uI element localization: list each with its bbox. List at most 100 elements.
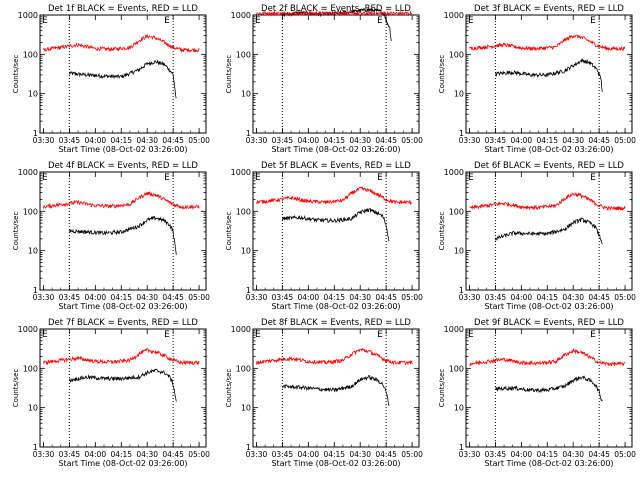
y-tick-label: 1000 xyxy=(18,168,38,177)
y-tick-label: 100 xyxy=(236,364,251,373)
y-tick-label: 100 xyxy=(23,50,38,59)
series-lld-line xyxy=(256,347,413,366)
plot-frame xyxy=(39,328,207,448)
series-events-line xyxy=(282,375,390,407)
marker-label-left: E xyxy=(255,173,261,183)
marker-label-right: E xyxy=(377,173,383,183)
x-tick-label: 03:30 xyxy=(459,450,481,459)
x-tick-label: 05:00 xyxy=(614,293,636,302)
panel-5: Det 5f BLACK = Events, RED = LLD 1 10 100 10… xyxy=(225,161,423,311)
series-lld-line xyxy=(469,34,626,52)
marker-label-left: E xyxy=(42,16,48,26)
x-tick-label: 04:45 xyxy=(162,136,184,145)
y-tick-label: 1 xyxy=(246,443,251,452)
panel-title: Det 6f BLACK = Events, RED = LLD xyxy=(474,161,624,171)
y-axis-label: Counts/sec xyxy=(438,55,446,94)
x-tick-label: 03:45 xyxy=(485,450,507,459)
marker-label-left: E xyxy=(255,330,261,340)
x-tick-label: 04:00 xyxy=(85,450,107,459)
panel-6: Det 6f BLACK = Events, RED = LLD 1 10 100 10… xyxy=(438,161,636,311)
panel-1: Det 1f BLACK = Events, RED = LLD 1 10 100 10… xyxy=(12,4,210,154)
x-tick-label: 04:15 xyxy=(536,136,558,145)
panel-9: Det 9f BLACK = Events, RED = LLD 1 10 100 10… xyxy=(438,318,636,468)
x-axis-label: Start Time (08-Oct-02 03:26:00) xyxy=(271,459,400,468)
x-tick-label: 03:30 xyxy=(246,450,268,459)
y-tick-label: 1000 xyxy=(444,11,464,20)
series-events-line xyxy=(495,58,603,92)
x-tick-label: 05:00 xyxy=(401,293,423,302)
y-axis-label: Counts/sec xyxy=(225,369,233,408)
series-lld-line xyxy=(469,347,626,367)
y-tick-label: 1 xyxy=(459,129,464,138)
y-tick-label: 1000 xyxy=(444,325,464,334)
x-tick-label: 04:45 xyxy=(162,450,184,459)
y-tick-label: 1000 xyxy=(444,168,464,177)
y-tick-label: 1000 xyxy=(231,11,251,20)
x-tick-label: 04:15 xyxy=(323,293,345,302)
x-tick-label: 03:45 xyxy=(485,293,507,302)
x-tick-label: 03:30 xyxy=(33,136,55,145)
x-tick-label: 04:30 xyxy=(136,450,158,459)
x-tick-label: 04:00 xyxy=(85,136,107,145)
y-tick-label: 1 xyxy=(246,286,251,295)
y-tick-label: 1 xyxy=(459,443,464,452)
series-events-line xyxy=(282,207,390,242)
y-tick-label: 100 xyxy=(23,364,38,373)
x-axis-label: Start Time (08-Oct-02 03:26:00) xyxy=(58,145,187,154)
marker-label-left: E xyxy=(42,173,48,183)
panel-title: Det 4f BLACK = Events, RED = LLD xyxy=(48,161,198,171)
x-tick-label: 04:15 xyxy=(110,450,132,459)
marker-label-right: E xyxy=(590,16,596,26)
x-tick-label: 05:00 xyxy=(614,450,636,459)
series-lld-line xyxy=(256,10,413,17)
x-tick-label: 03:45 xyxy=(272,450,294,459)
marker-label-right: E xyxy=(377,16,383,26)
y-axis-label: Counts/sec xyxy=(438,212,446,251)
x-tick-label: 03:45 xyxy=(485,136,507,145)
y-tick-label: 10 xyxy=(28,404,38,413)
plot-frame xyxy=(252,328,420,448)
y-tick-label: 100 xyxy=(23,207,38,216)
y-tick-label: 1000 xyxy=(231,168,251,177)
x-tick-label: 04:45 xyxy=(588,136,610,145)
x-tick-label: 04:00 xyxy=(511,450,533,459)
y-tick-label: 10 xyxy=(28,90,38,99)
y-axis-label: Counts/sec xyxy=(12,55,20,94)
y-tick-label: 1000 xyxy=(231,325,251,334)
x-tick-label: 03:30 xyxy=(33,293,55,302)
x-tick-label: 04:00 xyxy=(85,293,107,302)
x-tick-label: 05:00 xyxy=(188,136,210,145)
x-axis-label: Start Time (08-Oct-02 03:26:00) xyxy=(484,302,613,311)
y-tick-label: 10 xyxy=(454,90,464,99)
y-tick-label: 1 xyxy=(246,129,251,138)
x-tick-label: 05:00 xyxy=(614,136,636,145)
x-axis-label: Start Time (08-Oct-02 03:26:00) xyxy=(58,459,187,468)
x-tick-label: 04:30 xyxy=(349,450,371,459)
x-tick-label: 03:45 xyxy=(59,450,81,459)
x-tick-label: 03:45 xyxy=(272,293,294,302)
y-axis-label: Counts/sec xyxy=(12,369,20,408)
panel-8: Det 8f BLACK = Events, RED = LLD 1 10 100 10… xyxy=(225,318,423,468)
plot-frame xyxy=(252,14,420,134)
x-tick-label: 03:45 xyxy=(59,136,81,145)
y-axis-label: Counts/sec xyxy=(225,212,233,251)
x-tick-label: 05:00 xyxy=(188,450,210,459)
x-tick-label: 04:30 xyxy=(562,450,584,459)
y-tick-label: 10 xyxy=(454,247,464,256)
plot-frame xyxy=(39,14,207,134)
y-tick-label: 1 xyxy=(33,286,38,295)
panel-title: Det 9f BLACK = Events, RED = LLD xyxy=(474,318,624,328)
series-lld-line xyxy=(43,347,200,366)
x-tick-label: 04:00 xyxy=(298,136,320,145)
y-tick-label: 1 xyxy=(33,443,38,452)
marker-label-left: E xyxy=(42,330,48,340)
series-lld-line xyxy=(43,191,200,210)
x-tick-label: 04:00 xyxy=(298,293,320,302)
y-tick-label: 100 xyxy=(449,50,464,59)
x-tick-label: 04:15 xyxy=(536,293,558,302)
y-axis-label: Counts/sec xyxy=(225,55,233,94)
x-tick-label: 04:15 xyxy=(323,136,345,145)
panel-title: Det 8f BLACK = Events, RED = LLD xyxy=(261,318,411,328)
x-tick-label: 04:45 xyxy=(375,450,397,459)
